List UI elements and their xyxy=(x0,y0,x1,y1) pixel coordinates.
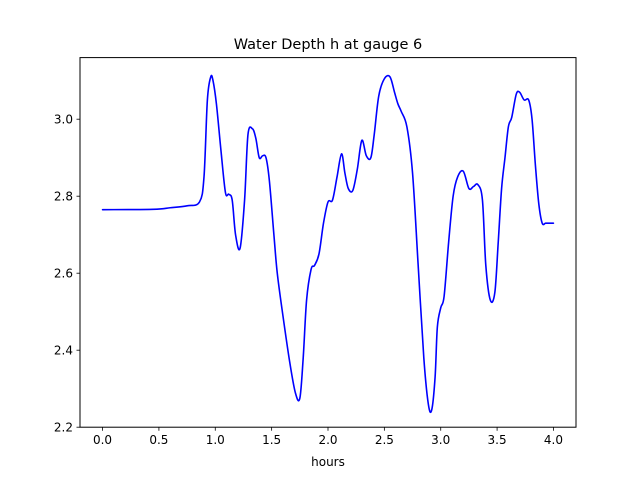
y-tick-label: 2.2 xyxy=(54,421,73,435)
y-tick-label: 2.4 xyxy=(54,344,73,358)
chart-title: Water Depth h at gauge 6 xyxy=(234,37,422,53)
x-tick-label: 2.0 xyxy=(318,433,337,447)
series-line-0 xyxy=(101,74,555,414)
x-tick-label: 1.0 xyxy=(206,433,225,447)
x-tick-label: 0.5 xyxy=(149,433,168,447)
y-tick-label: 2.6 xyxy=(54,267,73,281)
x-tick-label: 3.5 xyxy=(488,433,507,447)
x-tick-label: 2.5 xyxy=(375,433,394,447)
plot-area xyxy=(101,74,555,414)
x-tick-label: 3.0 xyxy=(431,433,450,447)
x-axis-label: hours xyxy=(311,455,345,469)
y-tick-label: 2.8 xyxy=(54,190,73,204)
y-tick-label: 3.0 xyxy=(54,113,73,127)
x-axis: 0.0 0.5 1.0 1.5 2.0 2.5 3.0 3.5 4.0 xyxy=(93,427,563,447)
x-tick-label: 1.5 xyxy=(262,433,281,447)
x-tick-label: 4.0 xyxy=(544,433,563,447)
y-axis: 2.2 2.4 2.6 2.8 3.0 xyxy=(54,113,80,435)
x-tick-label: 0.0 xyxy=(93,433,112,447)
